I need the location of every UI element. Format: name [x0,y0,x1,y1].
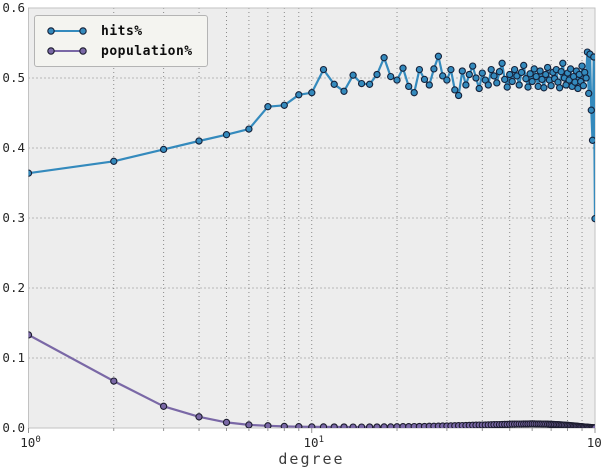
y-tick-label: 0.0 [2,420,25,435]
y-tick-label: 0.3 [2,210,25,225]
hits-line-swatch-icon [47,27,87,35]
legend: hits% population% [34,15,208,67]
x-tick-label: 102 [586,435,602,451]
y-tick-label: 0.5 [2,70,25,85]
population-line-swatch-icon [47,47,87,55]
y-tick-label: 0.4 [2,140,25,155]
legend-item-population: population% [43,41,199,61]
x-tick-label: 100 [20,435,41,451]
legend-item-hits: hits% [43,21,199,41]
y-tick-label: 0.6 [2,0,25,15]
x-axis-title: degree [278,450,345,468]
y-tick-label: 0.1 [2,350,25,365]
x-tick-label: 101 [303,435,324,451]
legend-label-population: population% [101,43,193,59]
y-tick-label: 0.2 [2,280,25,295]
legend-label-hits: hits% [101,23,143,39]
